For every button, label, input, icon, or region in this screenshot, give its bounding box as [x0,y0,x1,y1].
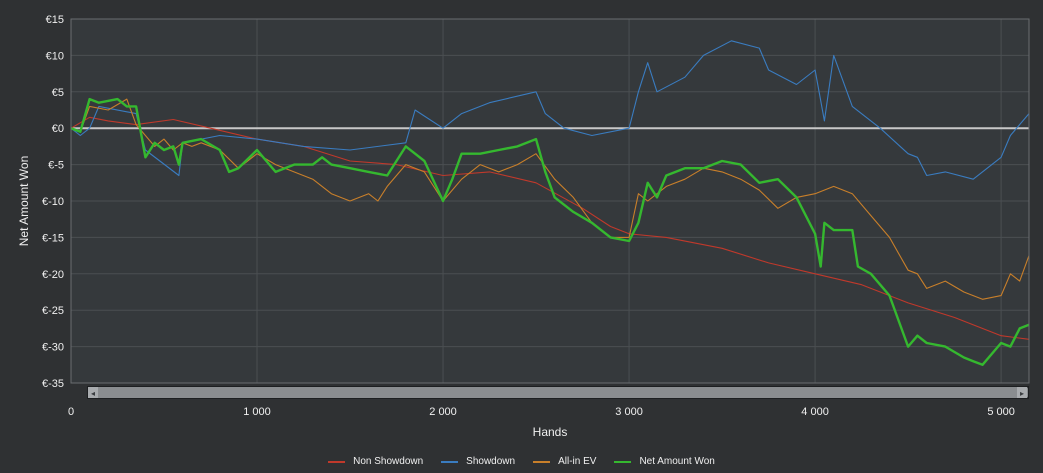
y-tick-label: €-25 [42,305,64,317]
legend-item[interactable]: Non Showdown [328,456,423,467]
legend-label: Showdown [466,456,516,467]
legend-label: Non Showdown [353,456,424,467]
y-tick-labels: €15 €10 €5 €0 €-5 €-10 €-15 €-20 €-25 €-30 €-35 [42,14,64,390]
y-tick-label: €-35 [42,378,64,390]
scrollbar-thumb[interactable] [88,387,1028,398]
y-tick-label: €15 [46,14,64,26]
x-tick-label: 0 [68,406,74,418]
x-tick-label: 3 000 [615,406,643,418]
x-tick-labels: 0 1 000 2 000 3 000 4 000 5 000 [68,406,1015,418]
legend-label: Net Amount Won [639,456,715,467]
legend-label: All-in EV [558,456,597,467]
x-tick-label: 4 000 [801,406,829,418]
series-layer [70,40,1030,366]
series-line-net-amount-won [70,97,1030,366]
y-tick-label: €10 [46,50,64,62]
legend-item[interactable]: Showdown [441,456,515,467]
scrollbar-right-arrow-icon: ▸ [1020,389,1024,398]
y-tick-label: €0 [52,123,64,135]
x-tick-label: 2 000 [429,406,457,418]
horizontal-scrollbar[interactable]: ◂ ▸ [87,386,1029,399]
legend: Non Showdown Showdown All-in EV Net Amount … [0,456,1043,467]
legend-swatch [441,460,459,463]
legend-swatch [614,460,632,463]
legend-swatch [533,460,551,463]
scrollbar-right-button[interactable] [1017,387,1027,398]
legend-item[interactable]: Net Amount Won [614,456,715,467]
y-tick-label: €-30 [42,342,64,354]
series-line-all-in-ev [70,98,1030,300]
scrollbar-left-button[interactable] [88,387,98,398]
series-line-non-showdown [70,116,1030,340]
y-tick-label: €-5 [48,160,64,172]
y-tick-label: €5 [52,87,64,99]
y-tick-label: €-20 [42,269,64,281]
x-tick-label: 5 000 [987,406,1015,418]
x-tick-label: 1 000 [243,406,271,418]
scrollbar-left-arrow-icon: ◂ [91,389,95,398]
y-tick-label: €-15 [42,232,64,244]
plot-border [70,18,1030,384]
y-axis-title: Net Amount Won [17,156,31,247]
y-tick-label: €-10 [42,196,64,208]
x-axis-title: Hands [533,425,568,439]
legend-swatch [328,460,346,463]
legend-item[interactable]: All-in EV [533,456,596,467]
